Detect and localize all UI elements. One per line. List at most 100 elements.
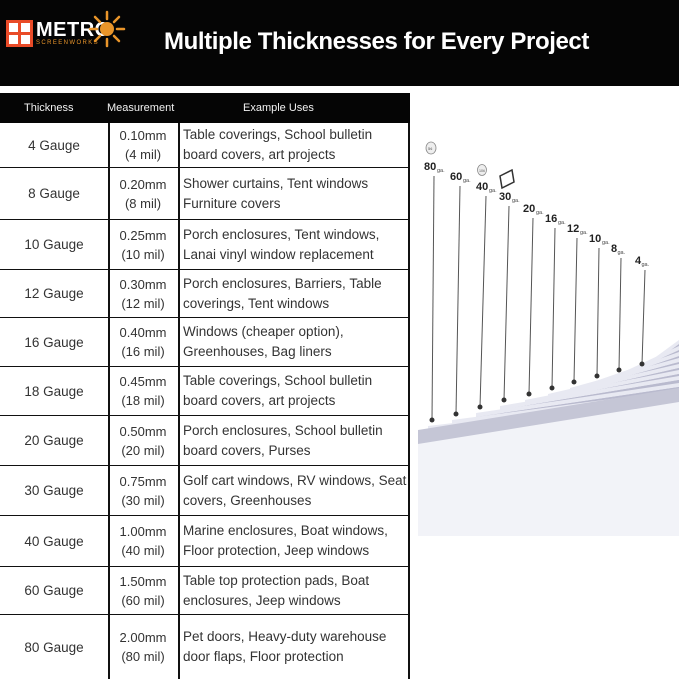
sheet-top xyxy=(476,383,679,417)
measurement-cell: 1.00mm (40 mil) xyxy=(108,516,178,566)
gauge-pointer xyxy=(551,227,556,389)
gauge-pointer xyxy=(596,247,600,377)
gauge-unit: ga. xyxy=(602,240,610,246)
header-thickness: Thickness xyxy=(24,102,74,114)
measurement-mil: (40 mil) xyxy=(121,543,165,558)
header-example-uses: Example Uses xyxy=(243,102,314,114)
brand-subname: SCREENWORKS xyxy=(36,40,100,46)
gauge-pointer-dot xyxy=(526,391,532,397)
nickel-coin-icon xyxy=(425,141,437,155)
gauge-label: 10 xyxy=(589,233,601,245)
measurement-mil: (20 mil) xyxy=(121,442,165,458)
sun-icon xyxy=(88,10,126,48)
table-row: 18 Gauge 0.45mm (18 mil) Table coverings, S… xyxy=(0,367,410,416)
measurement-cell: 0.75mm (30 mil) xyxy=(108,466,178,515)
example-uses-cell: Pet doors, Heavy-duty warehouse door fla… xyxy=(183,629,387,664)
gauge-unit: ga. xyxy=(437,168,445,174)
gauge-pointer-dot xyxy=(639,361,645,367)
measurement-mil: (80 mil) xyxy=(121,649,165,664)
gauge-pointer-dot xyxy=(429,417,435,423)
gauge-label: 80 xyxy=(424,161,436,173)
dime-coin-icon xyxy=(477,164,487,176)
coin-label: 5¢ xyxy=(428,146,432,151)
table-row: 4 Gauge 0.10mm (4 mil) Table coverings, Sch… xyxy=(0,123,410,168)
example-uses-cell: Porch enclosures, School bulletin board … xyxy=(183,422,383,458)
measurement-mm: 0.40mm xyxy=(119,325,167,340)
measurement-mil: (10 mil) xyxy=(121,246,165,262)
gauge-label: 40 xyxy=(476,181,488,193)
measurement-mil: (8 mil) xyxy=(124,195,162,211)
column-divider xyxy=(108,123,110,679)
measurement-mm: 2.00mm xyxy=(119,630,167,645)
gauge-unit: ga. xyxy=(512,198,520,204)
table-body: 4 Gauge 0.10mm (4 mil) Table coverings, Sch… xyxy=(0,123,410,679)
gauge-pointer-dot xyxy=(501,397,507,403)
gauge-label: 12 xyxy=(567,223,579,235)
measurement-mil: (4 mil) xyxy=(124,147,162,162)
gauge-unit: ga. xyxy=(463,178,471,184)
gauge-pointer-dot xyxy=(549,385,555,391)
measurement-mil: (18 mil) xyxy=(121,393,165,408)
table-row: 8 Gauge 0.20mm (8 mil) Shower curtains, Ten… xyxy=(0,168,410,220)
gauge-pointer-dot xyxy=(616,367,622,373)
thickness-cell: 80 Gauge xyxy=(24,639,84,655)
measurement-cell: 1.50mm (60 mil) xyxy=(108,567,178,614)
gauge-label: 60 xyxy=(450,171,462,183)
table-row: 16 Gauge 0.40mm (16 mil) Windows (cheaper o… xyxy=(0,318,410,367)
example-uses-cell: Windows (cheaper option), Greenhouses, B… xyxy=(183,324,344,359)
table-row: 80 Gauge 2.00mm (80 mil) Pet doors, Heavy-d… xyxy=(0,615,410,679)
measurement-cell: 0.10mm (4 mil) xyxy=(108,123,178,167)
thickness-cell: 12 Gauge xyxy=(24,286,84,301)
logo-window-icon xyxy=(6,20,33,47)
thickness-cell: 16 Gauge xyxy=(24,334,84,350)
column-divider xyxy=(178,123,180,679)
table-row: 10 Gauge 0.25mm (10 mil) Porch enclosures, … xyxy=(0,220,410,270)
gauge-label: 16 xyxy=(545,213,557,225)
thickness-cell: 20 Gauge xyxy=(24,433,84,448)
measurement-mm: 0.25mm xyxy=(119,227,167,243)
gauge-pointer-dot xyxy=(477,404,483,410)
gauge-pointer xyxy=(503,205,510,401)
header-measurement: Measurement xyxy=(107,102,175,114)
gauge-label: 4 xyxy=(635,255,642,267)
example-uses-cell: Porch enclosures, Tent windows, Lanai vi… xyxy=(183,226,380,262)
measurement-cell: 0.25mm (10 mil) xyxy=(108,220,178,269)
thickness-cell: 30 Gauge xyxy=(24,483,84,498)
gauge-pointer xyxy=(431,175,435,421)
gauge-unit: ga. xyxy=(558,220,566,226)
gauge-unit: ga. xyxy=(580,230,588,236)
measurement-mil: (60 mil) xyxy=(121,592,165,608)
measurement-mm: 1.00mm xyxy=(119,524,167,539)
measurement-mil: (16 mil) xyxy=(121,344,165,359)
sheet-top xyxy=(500,376,679,410)
measurement-cell: 2.00mm (80 mil) xyxy=(108,615,178,679)
example-uses-cell: Porch enclosures, Barriers, Table coveri… xyxy=(183,275,382,311)
measurement-cell: 0.40mm (16 mil) xyxy=(108,318,178,366)
measurement-cell: 0.45mm (18 mil) xyxy=(108,367,178,415)
table-row: 20 Gauge 0.50mm (20 mil) Porch enclosures, … xyxy=(0,416,410,466)
gauge-pointer xyxy=(641,269,646,365)
thickness-cell: 60 Gauge xyxy=(24,583,84,598)
gauge-pointer-dot xyxy=(594,373,600,379)
gauge-label: 20 xyxy=(523,203,535,215)
gauge-pointer xyxy=(618,257,622,371)
measurement-cell: 0.50mm (20 mil) xyxy=(108,416,178,465)
table-row: 60 Gauge 1.50mm (60 mil) Table top protecti… xyxy=(0,567,410,615)
measurement-mm: 0.10mm xyxy=(119,128,167,143)
gauge-pointer xyxy=(528,217,534,395)
gauge-pointer-dot xyxy=(453,411,459,417)
example-uses-cell: Table top protection pads, Boat enclosur… xyxy=(183,572,370,608)
table-row: 30 Gauge 0.75mm (30 mil) Golf cart windows,… xyxy=(0,466,410,516)
measurement-mm: 0.75mm xyxy=(119,473,167,489)
measurement-mm: 0.45mm xyxy=(119,374,167,389)
example-uses-cell: Shower curtains, Tent windows Furniture … xyxy=(183,175,369,211)
table-row: 40 Gauge 1.00mm (40 mil) Marine enclosures,… xyxy=(0,516,410,567)
measurement-mm: 0.50mm xyxy=(119,423,167,439)
thickness-cell: 18 Gauge xyxy=(24,383,84,399)
page-title: Multiple Thicknesses for Every Project xyxy=(164,28,589,55)
measurement-mm: 0.30mm xyxy=(119,276,167,292)
gauge-pointer-dot xyxy=(571,379,577,385)
credit-card-icon xyxy=(499,168,515,190)
measurement-mm: 0.20mm xyxy=(119,176,167,192)
measurement-cell: 0.30mm (12 mil) xyxy=(108,270,178,317)
